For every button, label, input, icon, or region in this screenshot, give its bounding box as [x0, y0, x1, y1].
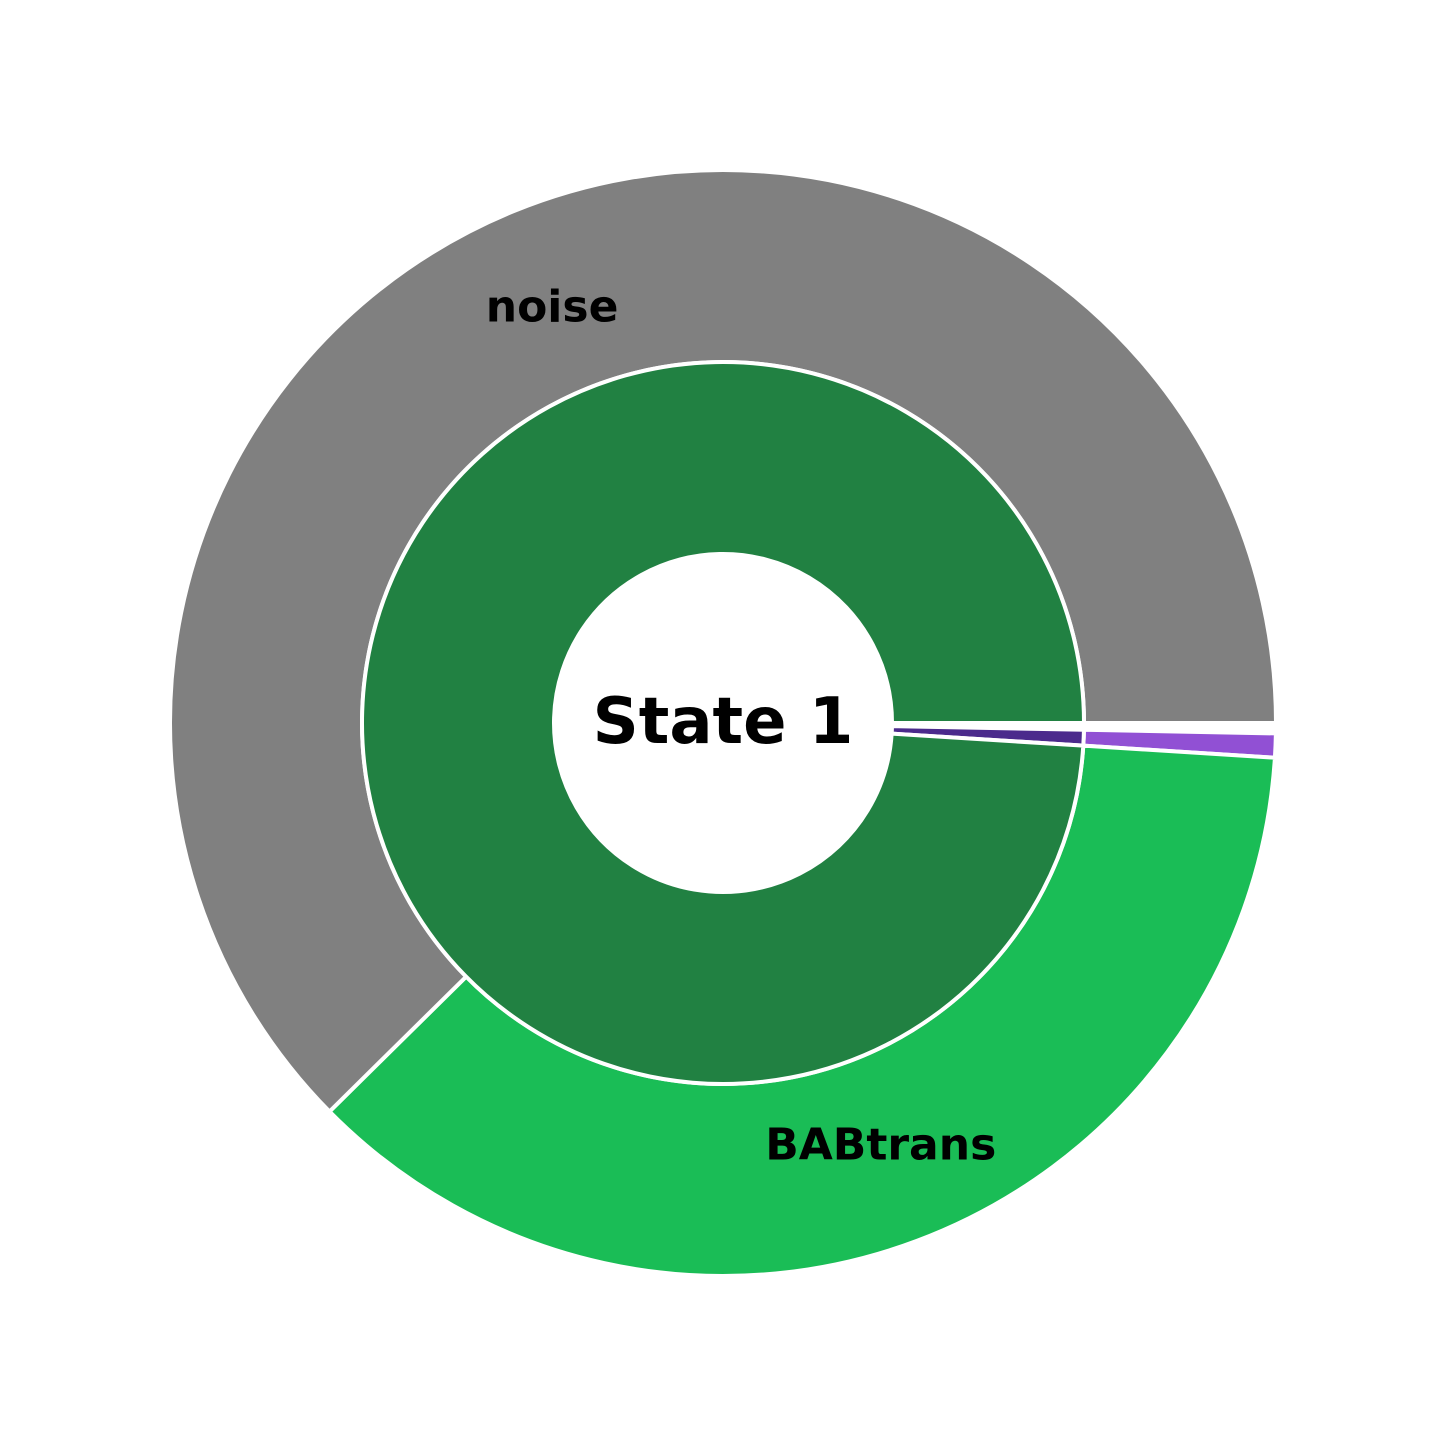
- slice-label-babtrans: BABtrans: [765, 1119, 996, 1170]
- slice-label-noise: noise: [486, 282, 619, 333]
- inner-ring-slice-2: [360, 360, 1087, 1086]
- slice-labels: BABtrans noise: [486, 282, 997, 1171]
- inner-ring: [360, 360, 1087, 1086]
- center-label: State 1: [593, 685, 854, 759]
